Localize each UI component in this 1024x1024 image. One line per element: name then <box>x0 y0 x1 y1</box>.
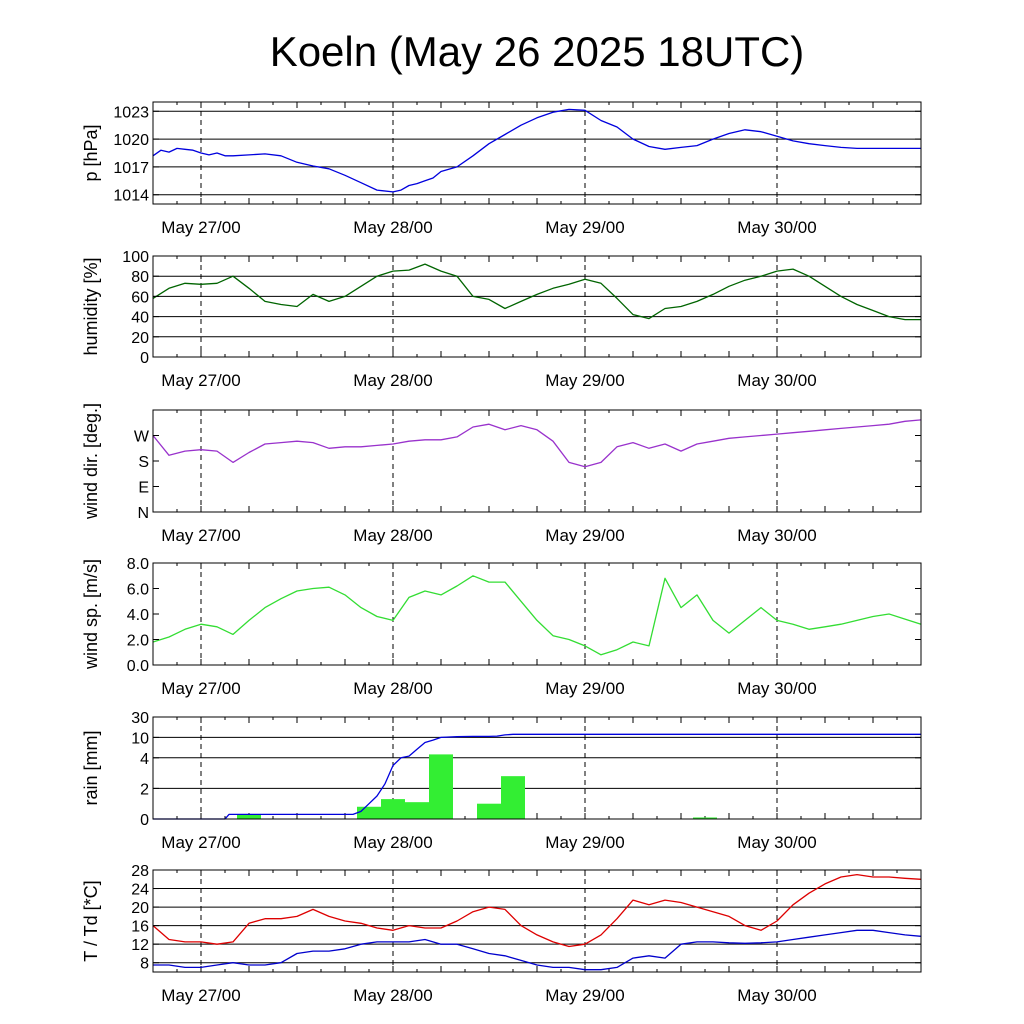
x-tick-label: May 27/00 <box>161 218 240 237</box>
y-tick-label: 1014 <box>113 188 149 205</box>
series-line-1 <box>152 108 921 193</box>
series-line-1 <box>152 575 922 656</box>
x-tick-label: May 27/00 <box>161 679 240 698</box>
x-tick-label: May 28/00 <box>353 371 432 390</box>
y-tick-label: 10 <box>131 730 149 747</box>
y-tick-label: 6.0 <box>127 582 149 599</box>
rain-bar <box>501 776 525 819</box>
y-tick-label: N <box>137 505 149 522</box>
panel-1: 1014 1017 1020 1023 p [hPa] May 27/00 May 28/0… <box>81 101 922 237</box>
y-tick-label: 0 <box>140 350 149 367</box>
y-tick-label: 2.0 <box>127 633 149 650</box>
x-tick-label: May 27/00 <box>161 371 240 390</box>
y-axis-label: T / Td [*C] <box>81 880 101 961</box>
y-tick-label: S <box>138 454 149 471</box>
x-tick-label: May 30/00 <box>737 833 816 852</box>
series-line-1 <box>152 263 921 321</box>
rain-bar <box>693 817 717 819</box>
y-tick-label: 40 <box>131 310 149 327</box>
y-axis-label: p [hPa] <box>81 124 101 181</box>
rain-bar <box>405 802 429 819</box>
cumulative-rain-line <box>153 733 921 820</box>
y-tick-label: 4 <box>140 751 149 768</box>
x-tick-label: May 29/00 <box>545 833 624 852</box>
y-tick-label: W <box>134 429 150 446</box>
y-tick-label: 20 <box>131 900 149 917</box>
x-tick-label: May 28/00 <box>353 679 432 698</box>
x-tick-label: May 29/00 <box>545 986 624 1005</box>
x-tick-label: May 30/00 <box>737 526 816 545</box>
x-tick-label: May 29/00 <box>545 526 624 545</box>
y-tick-label: 30 <box>131 710 149 727</box>
y-tick-label: E <box>138 480 149 497</box>
chart-title: Koeln (May 26 2025 18UTC) <box>270 28 805 75</box>
plot-frame <box>152 409 922 513</box>
x-tick-label: May 28/00 <box>353 833 432 852</box>
y-axis-label: wind sp. [m/s] <box>81 559 101 670</box>
rain-bar <box>237 814 261 819</box>
series-line-2 <box>153 929 922 971</box>
rain-bar <box>381 799 405 819</box>
x-tick-label: May 28/00 <box>353 526 432 545</box>
x-tick-label: May 30/00 <box>737 371 816 390</box>
y-tick-label: 2 <box>140 781 149 798</box>
plot-frame <box>152 869 922 973</box>
y-tick-label: 80 <box>131 269 149 286</box>
x-tick-label: May 27/00 <box>161 526 240 545</box>
x-tick-label: May 27/00 <box>161 833 240 852</box>
y-axis-label: wind dir. [deg.] <box>81 403 101 520</box>
x-tick-label: May 28/00 <box>353 218 432 237</box>
series-line-1 <box>152 873 922 948</box>
y-tick-label: 24 <box>131 882 149 899</box>
y-tick-label: 1017 <box>113 160 149 177</box>
y-tick-label: 8 <box>140 956 149 973</box>
x-tick-label: May 29/00 <box>545 371 624 390</box>
y-tick-label: 8.0 <box>127 556 149 573</box>
plot-frame <box>152 562 922 666</box>
plot-frame <box>152 255 922 358</box>
plot-frame <box>152 101 922 205</box>
x-tick-label: May 30/00 <box>737 986 816 1005</box>
x-tick-label: May 30/00 <box>737 218 816 237</box>
rain-bar <box>429 754 453 819</box>
y-tick-label: 100 <box>122 249 149 266</box>
panel-5: 0 2 4 10 30 rain [mm] May 27/00 May 28/00 May 29… <box>81 710 922 852</box>
y-tick-label: 20 <box>131 330 149 347</box>
series-line-1 <box>152 419 922 468</box>
panel-2: 0 20 40 60 80 100 humidity [%] May 27/00 May 28/… <box>81 249 922 390</box>
y-tick-label: 0 <box>140 812 149 829</box>
rain-bar <box>477 803 501 819</box>
y-tick-label: 16 <box>131 919 149 936</box>
y-axis-label: humidity [%] <box>81 257 101 355</box>
y-tick-label: 4.0 <box>127 607 149 624</box>
x-tick-label: May 29/00 <box>545 679 624 698</box>
rain-bar <box>357 806 381 819</box>
y-tick-label: 1020 <box>113 132 149 149</box>
panel-4: 0.0 2.0 4.0 6.0 8.0 wind sp. [m/s] May 27/00 Ma… <box>81 556 922 698</box>
x-tick-label: May 29/00 <box>545 218 624 237</box>
x-tick-label: May 28/00 <box>353 986 432 1005</box>
y-axis-label: rain [mm] <box>81 730 101 805</box>
plot-frame <box>152 716 922 820</box>
y-tick-label: 28 <box>131 863 149 880</box>
x-tick-label: May 27/00 <box>161 986 240 1005</box>
y-tick-label: 60 <box>131 289 149 306</box>
y-tick-label: 12 <box>131 937 149 954</box>
y-tick-label: 0.0 <box>127 658 149 675</box>
y-tick-label: 1023 <box>113 104 149 121</box>
x-tick-label: May 30/00 <box>737 679 816 698</box>
